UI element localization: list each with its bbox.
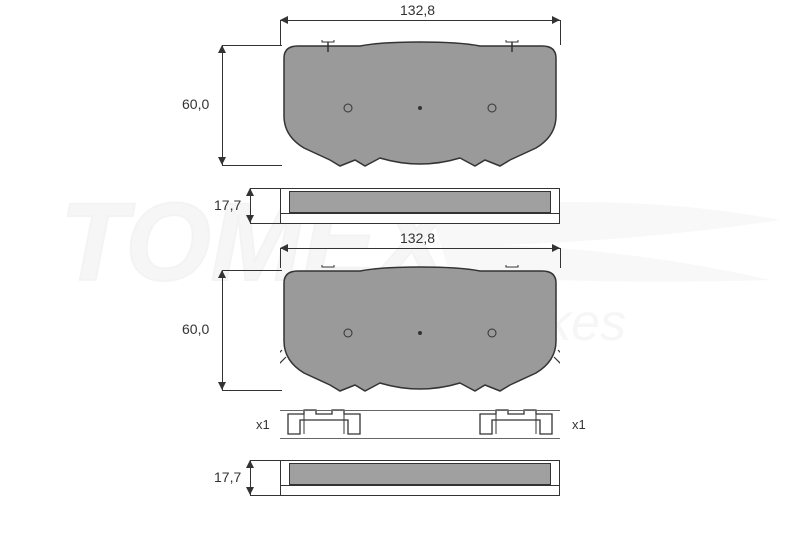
arrow-icon <box>552 16 560 24</box>
friction-material <box>289 463 550 485</box>
ext-line <box>250 495 280 496</box>
dim-line-height-mid <box>222 270 223 390</box>
tab-icon <box>506 265 518 267</box>
arrow-icon <box>218 157 226 165</box>
ext-line <box>222 45 282 46</box>
technical-drawing: TOMEX brakes 132,8 60,0 17,7 <box>0 0 800 534</box>
ext-line <box>250 188 280 189</box>
brake-pad-side-2 <box>280 460 560 496</box>
ext-line <box>222 390 282 391</box>
dim-width-top: 132,8 <box>400 2 435 18</box>
tab-icon <box>322 265 334 267</box>
brake-pad-face-2 <box>280 265 560 393</box>
backing-plate <box>281 485 559 495</box>
arrow-icon <box>246 487 254 495</box>
guide-line <box>280 410 560 411</box>
brake-pad-face-1 <box>280 40 560 168</box>
arrow-icon <box>280 16 288 24</box>
qty-x1-right: x1 <box>572 417 586 432</box>
tab-icon <box>506 40 518 42</box>
arrow-icon <box>246 215 254 223</box>
friction-material <box>289 191 550 213</box>
ext-line <box>560 20 561 45</box>
clip-right <box>476 408 556 440</box>
dim-thickness-bot: 17,7 <box>214 469 241 485</box>
arrow-icon <box>218 382 226 390</box>
arrow-icon <box>246 188 254 196</box>
dim-height-top: 60,0 <box>182 96 209 112</box>
center-mark-icon <box>418 331 422 335</box>
clip-left <box>284 408 364 440</box>
arrow-icon <box>280 244 288 252</box>
brake-pad-side-1 <box>280 188 560 224</box>
ext-line <box>222 165 282 166</box>
dim-width-mid: 132,8 <box>400 230 435 246</box>
guide-line <box>280 438 560 439</box>
arrow-icon <box>552 244 560 252</box>
ext-line <box>250 460 280 461</box>
clip-wire-icon <box>280 350 286 369</box>
qty-x1-left: x1 <box>256 417 270 432</box>
ext-line <box>560 248 561 268</box>
arrow-icon <box>246 460 254 468</box>
dim-line-width-mid <box>280 248 560 249</box>
arrow-icon <box>218 45 226 53</box>
backing-plate <box>281 213 559 223</box>
dim-thickness-top: 17,7 <box>214 197 241 213</box>
arrow-icon <box>218 270 226 278</box>
ext-line <box>222 270 282 271</box>
clip-wire-icon <box>554 350 560 369</box>
center-mark-icon <box>418 106 422 110</box>
dim-height-mid: 60,0 <box>182 321 209 337</box>
tab-icon <box>322 40 334 42</box>
dim-line-width-top <box>280 20 560 21</box>
ext-line <box>250 223 280 224</box>
dim-line-height-top <box>222 45 223 165</box>
